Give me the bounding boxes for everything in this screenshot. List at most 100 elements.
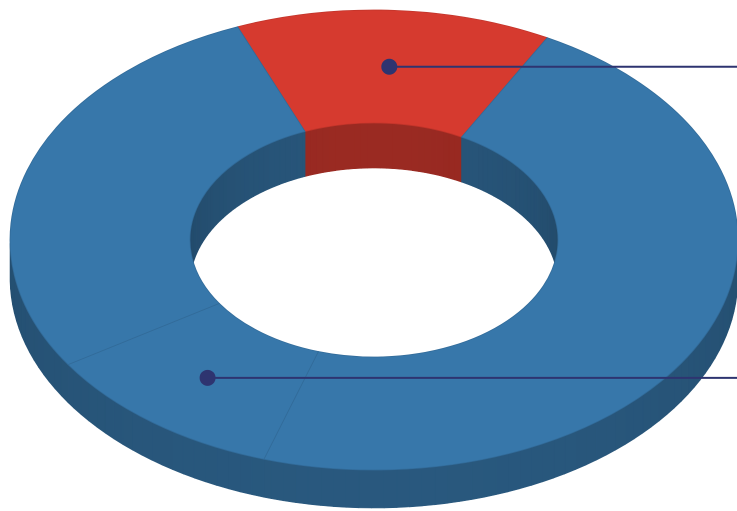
slice-3-inner-wall: [208, 187, 211, 236]
slice-3-inner-wall: [227, 166, 231, 214]
slice-2-outer-wall: [123, 407, 132, 450]
slice-1-outer-wall: [271, 461, 283, 501]
slice-3-inner-wall: [231, 163, 235, 211]
slice-3-inner-wall: [205, 190, 208, 239]
slice-1-outer-wall: [460, 462, 472, 502]
slice-0-inner-wall: [406, 125, 412, 171]
slice-1-inner-wall: [531, 179, 534, 228]
slice-1-inner-wall: [493, 151, 498, 199]
slice-1-outer-wall: [520, 447, 532, 488]
slice-1-outer-wall: [410, 468, 423, 507]
slice-1-inner-wall: [534, 182, 537, 231]
slice-0-inner-wall: [431, 129, 437, 175]
slice-1-outer-wall: [616, 407, 625, 450]
slice-2-outer-wall: [81, 376, 89, 420]
slice-1-outer-wall: [634, 395, 643, 439]
slice-2-outer-wall: [114, 401, 123, 445]
slice-1-outer-wall: [554, 436, 565, 478]
slice-1-outer-wall: [333, 469, 346, 508]
slice-3-inner-wall: [285, 136, 291, 183]
slice-2-outer-wall: [97, 389, 105, 433]
slice-0-inner-wall: [311, 129, 317, 175]
slice-3-inner-wall: [280, 137, 286, 184]
slice-0-inner-wall: [305, 130, 311, 176]
slice-0-inner-wall: [348, 124, 354, 169]
slice-3-inner-wall: [297, 132, 303, 179]
slice-2-outer-wall: [228, 451, 240, 492]
slice-0-inner-wall: [393, 124, 399, 169]
slice-0-inner-wall: [317, 128, 323, 174]
callout-dot-1: [200, 370, 216, 386]
slice-1-outer-wall: [308, 466, 321, 505]
slice-2-outer-wall: [152, 422, 162, 465]
slice-1-outer-wall: [643, 389, 651, 433]
slice-2-outer-wall: [142, 417, 152, 460]
slice-1-inner-wall: [512, 162, 516, 210]
slice-3-outer-wall: [61, 358, 68, 403]
slice-0-inner-wall: [437, 130, 443, 176]
slice-1-inner-wall: [547, 201, 549, 250]
slice-1-outer-wall: [543, 440, 554, 482]
slice-2-outer-wall: [173, 432, 184, 474]
slice-1-outer-wall: [346, 469, 359, 507]
slice-3-inner-wall: [240, 157, 244, 205]
slice-1-outer-wall: [667, 370, 674, 415]
slice-0-inner-wall: [323, 126, 329, 172]
slice-3-inner-wall: [249, 151, 254, 199]
slice-3-inner-wall: [198, 202, 200, 251]
slice-1-outer-wall: [496, 454, 508, 495]
slice-1-outer-wall: [596, 417, 606, 460]
slice-2-outer-wall: [74, 370, 81, 415]
slice-0-inner-wall: [387, 123, 393, 168]
slice-1-inner-wall: [527, 175, 530, 223]
slice-1-outer-wall: [606, 412, 616, 455]
slice-3-inner-wall: [291, 134, 297, 181]
slice-3-inner-wall: [210, 183, 213, 232]
slice-2-outer-wall: [89, 383, 97, 427]
slice-2-outer-wall: [217, 447, 229, 488]
slice-1-outer-wall: [575, 427, 585, 470]
slice-1-outer-wall: [688, 349, 694, 394]
slice-0-inner-wall: [443, 132, 449, 179]
slice-2-outer-wall: [68, 365, 74, 408]
slice-3-inner-wall: [303, 132, 305, 178]
slice-1-inner-wall: [488, 148, 493, 196]
slice-1-outer-wall: [283, 463, 295, 503]
slice-0-inner-wall: [336, 125, 342, 171]
slice-0-inner-wall: [355, 123, 361, 168]
slice-1-inner-wall: [473, 141, 478, 188]
slice-3-inner-wall: [202, 194, 204, 243]
slice-1-inner-wall: [498, 154, 503, 202]
slice-3-inner-wall: [269, 142, 274, 189]
slice-1-outer-wall: [508, 451, 520, 492]
slice-3-inner-wall: [217, 176, 220, 224]
slice-1-inner-wall: [545, 197, 547, 246]
slice-0-inner-wall: [329, 126, 335, 172]
slice-1-outer-wall: [651, 383, 659, 427]
slice-1-outer-wall: [371, 470, 384, 508]
slice-3-inner-wall: [224, 169, 228, 217]
slice-1-outer-wall: [422, 467, 435, 506]
slice-1-outer-wall: [264, 459, 271, 498]
slice-2-outer-wall: [162, 427, 172, 470]
slice-1-outer-wall: [384, 470, 397, 508]
slice-1-outer-wall: [531, 444, 542, 486]
slice-0-inner-wall: [342, 124, 348, 170]
slice-1-outer-wall: [359, 470, 372, 508]
callout-dot-0: [381, 59, 397, 75]
slice-1-inner-wall: [543, 193, 545, 242]
slice-1-inner-wall: [537, 186, 540, 235]
slice-1-outer-wall: [447, 464, 459, 504]
slice-0-inner-wall: [380, 123, 386, 168]
slice-1-outer-wall: [674, 363, 681, 408]
slice-2-outer-wall: [194, 440, 205, 482]
slice-1-outer-wall: [296, 465, 308, 505]
slice-1-outer-wall: [565, 432, 576, 474]
slice-1-outer-wall: [472, 459, 484, 499]
slice-1-outer-wall: [694, 342, 700, 387]
slice-1-outer-wall: [586, 422, 596, 465]
slice-2-outer-wall: [252, 457, 264, 498]
slice-3-inner-wall: [213, 179, 216, 228]
